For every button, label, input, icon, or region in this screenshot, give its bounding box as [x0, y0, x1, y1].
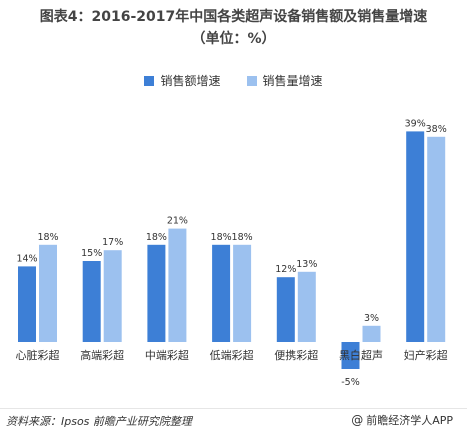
- legend-item-series2: 销售量增速: [246, 72, 323, 89]
- category-label-3: 低端彩超: [210, 348, 254, 362]
- legend-swatch-series1: [144, 75, 155, 86]
- chart-title-line1: 图表4：2016-2017年中国各类超声设备销售额及销售量增速: [39, 9, 428, 25]
- bar-series1-4: [276, 277, 295, 342]
- legend: 销售额增速 销售量增速: [0, 72, 467, 89]
- data-label-series2-2: 21%: [167, 216, 188, 227]
- data-label-series1-4: 12%: [275, 264, 296, 275]
- bar-series2-4: [297, 271, 316, 342]
- category-label-6: 妇产彩超: [404, 348, 448, 362]
- bar-series1-6: [406, 131, 425, 342]
- category-label-1: 高端彩超: [80, 348, 124, 362]
- bar-series1-0: [18, 266, 36, 342]
- data-label-series2-3: 18%: [232, 232, 253, 243]
- category-label-0: 心脏彩超: [16, 348, 60, 362]
- data-label-series2-6: 38%: [426, 124, 447, 135]
- bar-series1-2: [147, 244, 166, 342]
- brand-name: 前瞻经济学人APP: [366, 414, 453, 427]
- bar-series2-5: [362, 325, 381, 342]
- category-label-2: 中端彩超: [145, 348, 189, 362]
- data-label-series2-4: 13%: [296, 259, 317, 270]
- source-note: 资料来源：Ipsos 前瞻产业研究院整理: [6, 415, 192, 428]
- data-label-series2-0: 18%: [37, 232, 58, 243]
- bar-series2-3: [233, 244, 252, 342]
- bar-series1-5: [341, 342, 360, 369]
- bar-series2-0: [39, 244, 57, 342]
- data-label-series1-3: 18%: [211, 232, 232, 243]
- category-label-5: 黑白超声: [339, 348, 383, 362]
- legend-item-series1: 销售额增速: [144, 72, 221, 89]
- chart-title: 图表4：2016-2017年中国各类超声设备销售额及销售量增速 （单位：%）: [0, 6, 467, 50]
- data-label-series1-1: 15%: [81, 248, 102, 259]
- brand-credit: @ 前瞻经济学人APP: [351, 412, 453, 428]
- at-icon: @: [351, 413, 364, 427]
- data-label-series1-5: -5%: [341, 377, 360, 388]
- bar-series2-2: [168, 228, 187, 342]
- legend-label-series1: 销售额增速: [160, 74, 221, 88]
- bar-series1-3: [212, 244, 231, 342]
- data-label-series2-1: 17%: [102, 237, 123, 248]
- legend-label-series2: 销售量增速: [262, 74, 323, 88]
- chart-title-line2: （单位：%）: [191, 31, 276, 47]
- footer-divider: [0, 408, 467, 409]
- legend-swatch-series2: [246, 75, 257, 86]
- bar-series2-6: [427, 136, 446, 342]
- bar-series1-1: [82, 261, 101, 342]
- data-label-series1-0: 14%: [16, 253, 37, 264]
- data-label-series1-6: 39%: [405, 118, 426, 129]
- data-label-series2-5: 3%: [364, 313, 379, 324]
- category-label-4: 便携彩超: [274, 348, 318, 362]
- bar-series2-1: [103, 250, 122, 342]
- data-label-series1-2: 18%: [146, 232, 167, 243]
